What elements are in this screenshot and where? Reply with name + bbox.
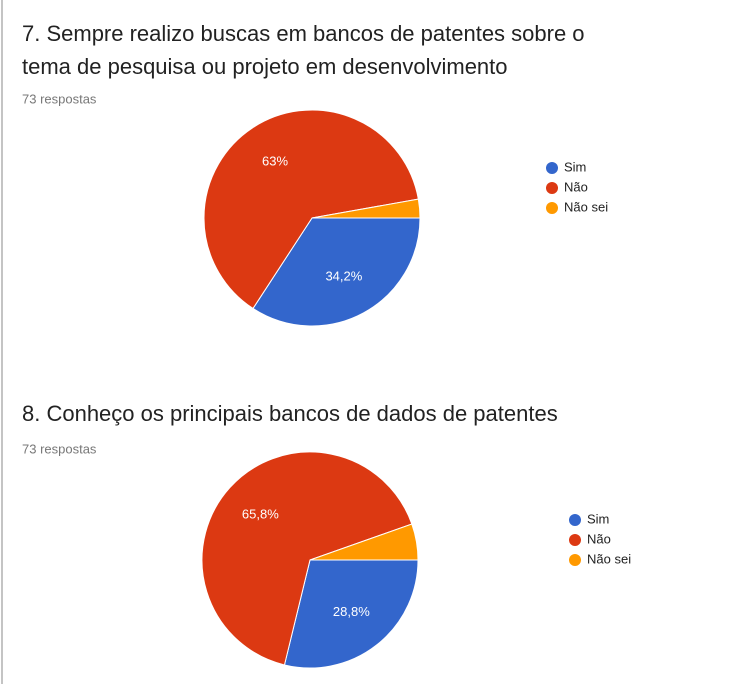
pie-slice bbox=[311, 198, 421, 219]
slice-label: 28,8% bbox=[333, 604, 370, 619]
legend-label: Não bbox=[564, 179, 588, 194]
legend-swatch bbox=[569, 534, 581, 546]
title-line: tema de pesquisa ou projeto em desenvolv… bbox=[22, 54, 508, 79]
pie-slice bbox=[283, 559, 419, 669]
legend-label: Sim bbox=[564, 159, 586, 174]
legend-label: Não sei bbox=[587, 551, 631, 566]
legend-swatch bbox=[569, 554, 581, 566]
subtitle: 73 respostas bbox=[22, 91, 97, 106]
legend-label: Não bbox=[587, 531, 611, 546]
pie-slice bbox=[201, 451, 413, 666]
legend-label: Não sei bbox=[564, 199, 608, 214]
legend-label: Sim bbox=[587, 511, 609, 526]
legend-swatch bbox=[546, 162, 558, 174]
pie-slice bbox=[203, 109, 419, 310]
slice-label: 63% bbox=[262, 154, 288, 169]
title-line: 7. Sempre realizo buscas em bancos de pa… bbox=[22, 21, 585, 46]
slice-label: 34,2% bbox=[325, 268, 362, 283]
pie-slice bbox=[309, 523, 419, 561]
legend-swatch bbox=[546, 182, 558, 194]
legend-swatch bbox=[546, 202, 558, 214]
slice-label: 65,8% bbox=[242, 507, 279, 522]
chart-title: 7. Sempre realizo buscas em bancos de pa… bbox=[22, 21, 585, 79]
legend-swatch bbox=[569, 514, 581, 526]
chart-title: 8. Conheço os principais bancos de dados… bbox=[22, 401, 558, 426]
subtitle: 73 respostas bbox=[22, 441, 97, 456]
